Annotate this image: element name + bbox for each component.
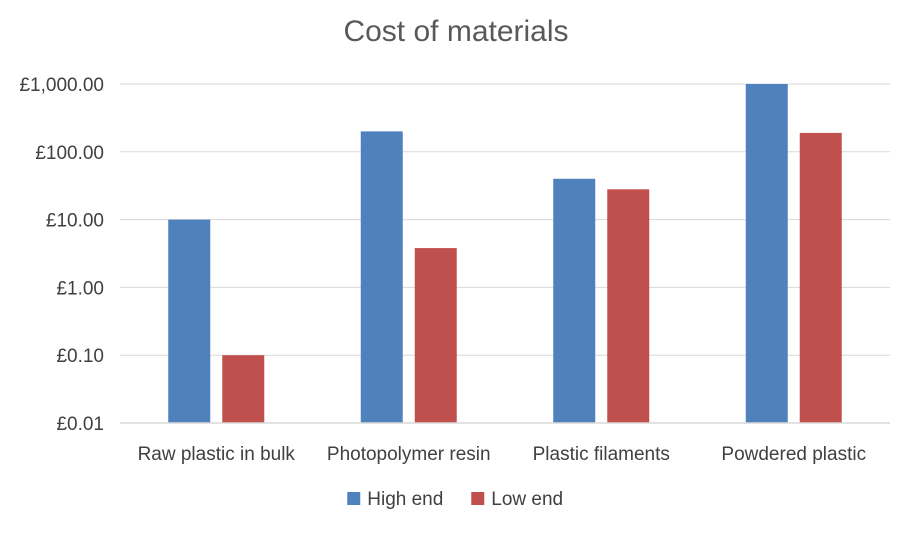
bars: [168, 84, 842, 423]
bar-high-end: [745, 84, 788, 423]
x-category-label: Raw plastic in bulk: [138, 444, 296, 465]
legend-swatch: [347, 492, 361, 505]
x-category-label: Plastic filaments: [533, 444, 670, 465]
y-tick-label: £0.10: [56, 346, 104, 367]
y-tick-label: £1.00: [56, 278, 104, 299]
bar-low-end: [799, 132, 842, 423]
y-tick-label: £100.00: [35, 143, 104, 164]
legend-label: Low end: [491, 489, 563, 510]
legend-item: Low end: [471, 489, 563, 510]
y-axis-ticks: £0.01 £0.10 £1.00 £10.00 £100.00 £1,000.00: [19, 75, 104, 435]
chart-title: Cost of materials: [343, 15, 568, 48]
bar-low-end: [222, 355, 265, 423]
x-category-label: Photopolymer resin: [327, 444, 491, 465]
bar-high-end: [553, 178, 596, 423]
y-tick-label: £1,000.00: [19, 75, 104, 96]
y-tick-label: £10.00: [46, 211, 104, 232]
bar-low-end: [414, 248, 457, 423]
y-tick-label: £0.01: [56, 414, 104, 435]
x-axis-categories: Raw plastic in bulk Photopolymer resin Pla…: [138, 444, 867, 465]
legend-swatch: [471, 492, 485, 505]
bar-high-end: [360, 131, 403, 423]
x-category-label: Powdered plastic: [721, 444, 866, 465]
legend-item: High end: [347, 489, 443, 510]
bar-low-end: [607, 189, 650, 423]
bar-high-end: [168, 219, 211, 423]
legend-label: High end: [367, 489, 443, 510]
legend: High end Low end: [347, 489, 563, 510]
